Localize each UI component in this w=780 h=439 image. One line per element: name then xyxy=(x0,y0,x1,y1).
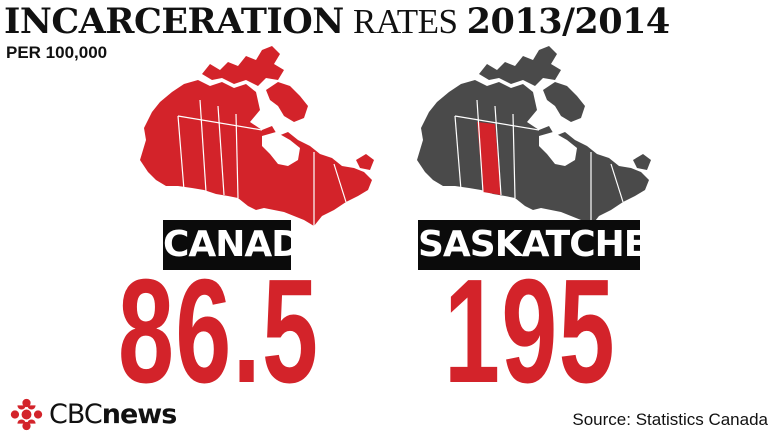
canada-arctic-islands xyxy=(202,46,284,86)
rate-value-canada: 86.5 xyxy=(118,249,320,414)
canada-mainland xyxy=(417,80,649,226)
title-secondary: RATES xyxy=(352,2,458,41)
region-label-saskatchewan: SASKATCHEWAN xyxy=(418,220,741,270)
rate-value-saskatchewan: 195 xyxy=(444,249,616,414)
canada-map xyxy=(140,46,374,226)
cbc-news-logo: CBCnews xyxy=(10,397,178,431)
canada-arctic-islands xyxy=(479,46,561,86)
saskatchewan-province xyxy=(477,122,501,195)
title-year: 2013/2014 xyxy=(466,1,671,42)
canada-mainland xyxy=(140,80,372,226)
canada-newfoundland xyxy=(356,154,374,170)
cbc-gem-icon xyxy=(10,398,43,430)
canada-baffin-island xyxy=(543,82,585,122)
source-note: Source: Statistics Canada xyxy=(572,410,768,429)
province-borders xyxy=(177,99,347,226)
logo-brand-bold: news xyxy=(101,398,178,430)
canada-map-shape xyxy=(140,46,374,226)
saskatchewan-map xyxy=(417,46,651,226)
province-borders xyxy=(454,99,624,226)
page-title: INCARCERATION RATES 2013/2014 xyxy=(4,2,670,42)
saskatchewan-map-shape xyxy=(417,46,651,226)
canada-baffin-island xyxy=(266,82,308,122)
title-main: INCARCERATION xyxy=(4,1,344,42)
hudson-bay xyxy=(539,132,577,166)
hudson-bay xyxy=(262,132,300,166)
canada-newfoundland xyxy=(633,154,651,170)
subtitle: PER 100,000 xyxy=(6,43,108,62)
logo-brand-light: CBC xyxy=(49,398,103,430)
logo-wordmark: CBCnews xyxy=(49,398,178,430)
